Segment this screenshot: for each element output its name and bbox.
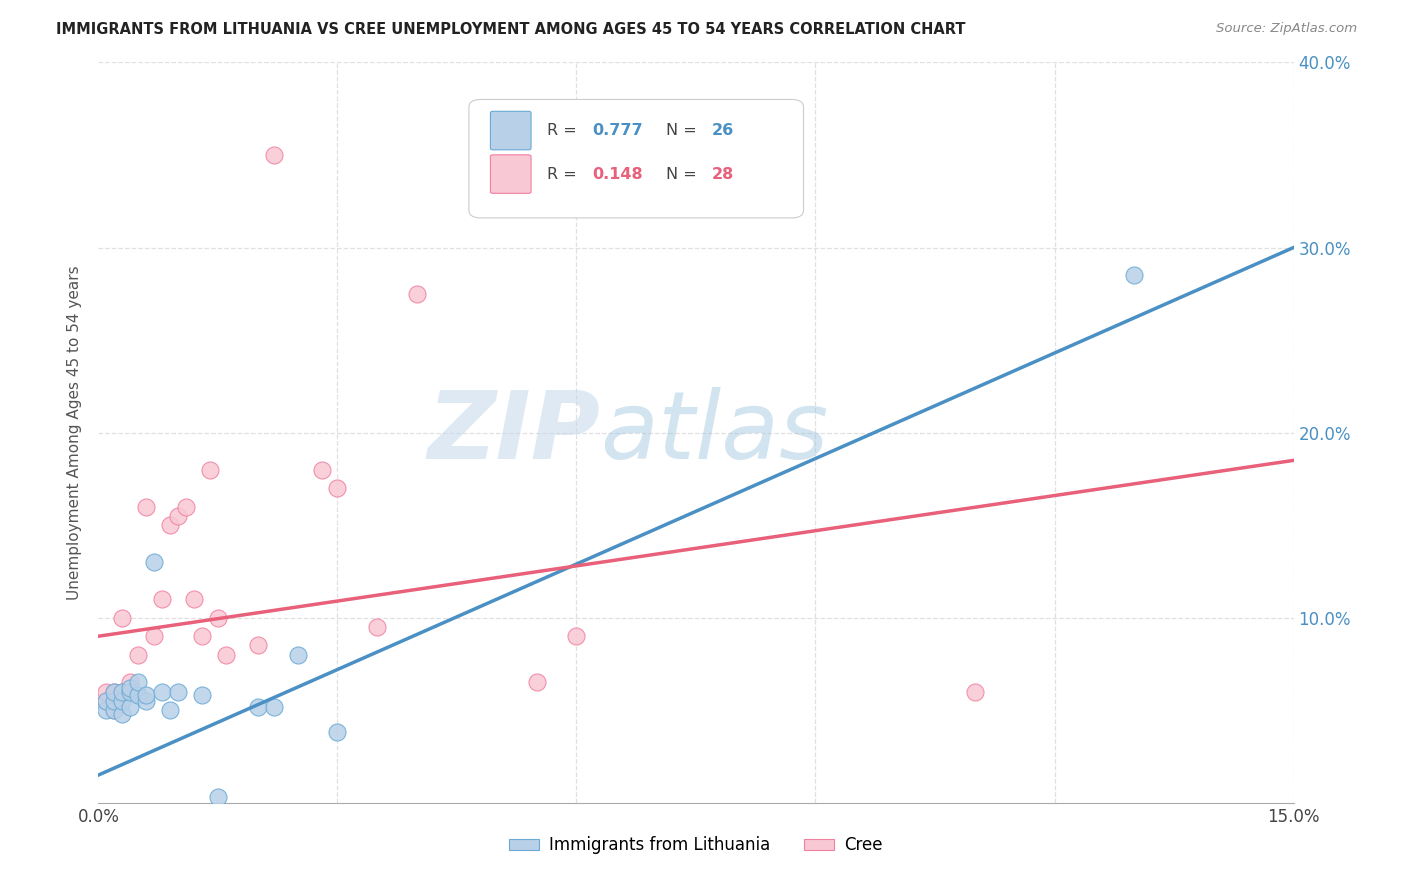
Point [143, 629, 166, 643]
Y-axis label: Unemployment Among Ages 45 to 54 years: Unemployment Among Ages 45 to 54 years [67, 265, 83, 600]
FancyBboxPatch shape [491, 155, 531, 194]
Point [263, 148, 285, 162]
Text: atlas: atlas [600, 387, 828, 478]
Text: R =: R = [547, 167, 582, 182]
Point [159, 703, 181, 717]
Point [120, 675, 142, 690]
Point [111, 706, 134, 721]
Point [406, 286, 429, 301]
FancyBboxPatch shape [470, 99, 804, 218]
Point [135, 689, 157, 703]
Point [96, 694, 118, 708]
Point [963, 685, 986, 699]
Point [127, 689, 149, 703]
Text: IMMIGRANTS FROM LITHUANIA VS CREE UNEMPLOYMENT AMONG AGES 45 TO 54 YEARS CORRELA: IMMIGRANTS FROM LITHUANIA VS CREE UNEMPL… [56, 22, 966, 37]
Point [111, 610, 134, 624]
Text: Source: ZipAtlas.com: Source: ZipAtlas.com [1216, 22, 1357, 36]
Point [150, 592, 173, 607]
Point [287, 648, 309, 662]
Point [174, 500, 197, 514]
Text: 28: 28 [711, 167, 734, 182]
Point [127, 675, 149, 690]
Text: N =: N = [666, 123, 702, 138]
Point [1123, 268, 1146, 283]
Point [103, 685, 125, 699]
Point [135, 500, 157, 514]
Point [143, 555, 166, 569]
Point [246, 699, 269, 714]
Point [120, 685, 142, 699]
Point [103, 703, 125, 717]
Point [311, 462, 333, 476]
Point [263, 699, 285, 714]
FancyBboxPatch shape [491, 112, 531, 150]
Point [215, 648, 238, 662]
Point [120, 681, 142, 695]
Point [207, 790, 229, 805]
Point [167, 508, 190, 523]
Point [183, 592, 205, 607]
Text: N =: N = [666, 167, 702, 182]
Point [103, 703, 125, 717]
Point [191, 629, 214, 643]
Legend: Immigrants from Lithuania, Cree: Immigrants from Lithuania, Cree [503, 830, 889, 861]
Point [96, 703, 118, 717]
Point [111, 685, 134, 699]
Point [526, 675, 548, 690]
Point [150, 685, 173, 699]
Point [198, 462, 221, 476]
Point [111, 685, 134, 699]
Point [191, 689, 214, 703]
Point [120, 699, 142, 714]
Point [127, 648, 149, 662]
Point [366, 620, 388, 634]
Text: 26: 26 [711, 123, 734, 138]
Point [246, 639, 269, 653]
Point [326, 481, 349, 495]
Point [103, 685, 125, 699]
Point [96, 685, 118, 699]
Text: R =: R = [547, 123, 582, 138]
Point [111, 694, 134, 708]
Point [167, 685, 190, 699]
Text: ZIP: ZIP [427, 386, 600, 479]
Point [135, 694, 157, 708]
Text: 0.777: 0.777 [592, 123, 643, 138]
Point [159, 518, 181, 533]
Point [207, 610, 229, 624]
Point [565, 629, 588, 643]
Point [326, 725, 349, 739]
Point [96, 694, 118, 708]
Point [103, 694, 125, 708]
Text: 0.148: 0.148 [592, 167, 643, 182]
